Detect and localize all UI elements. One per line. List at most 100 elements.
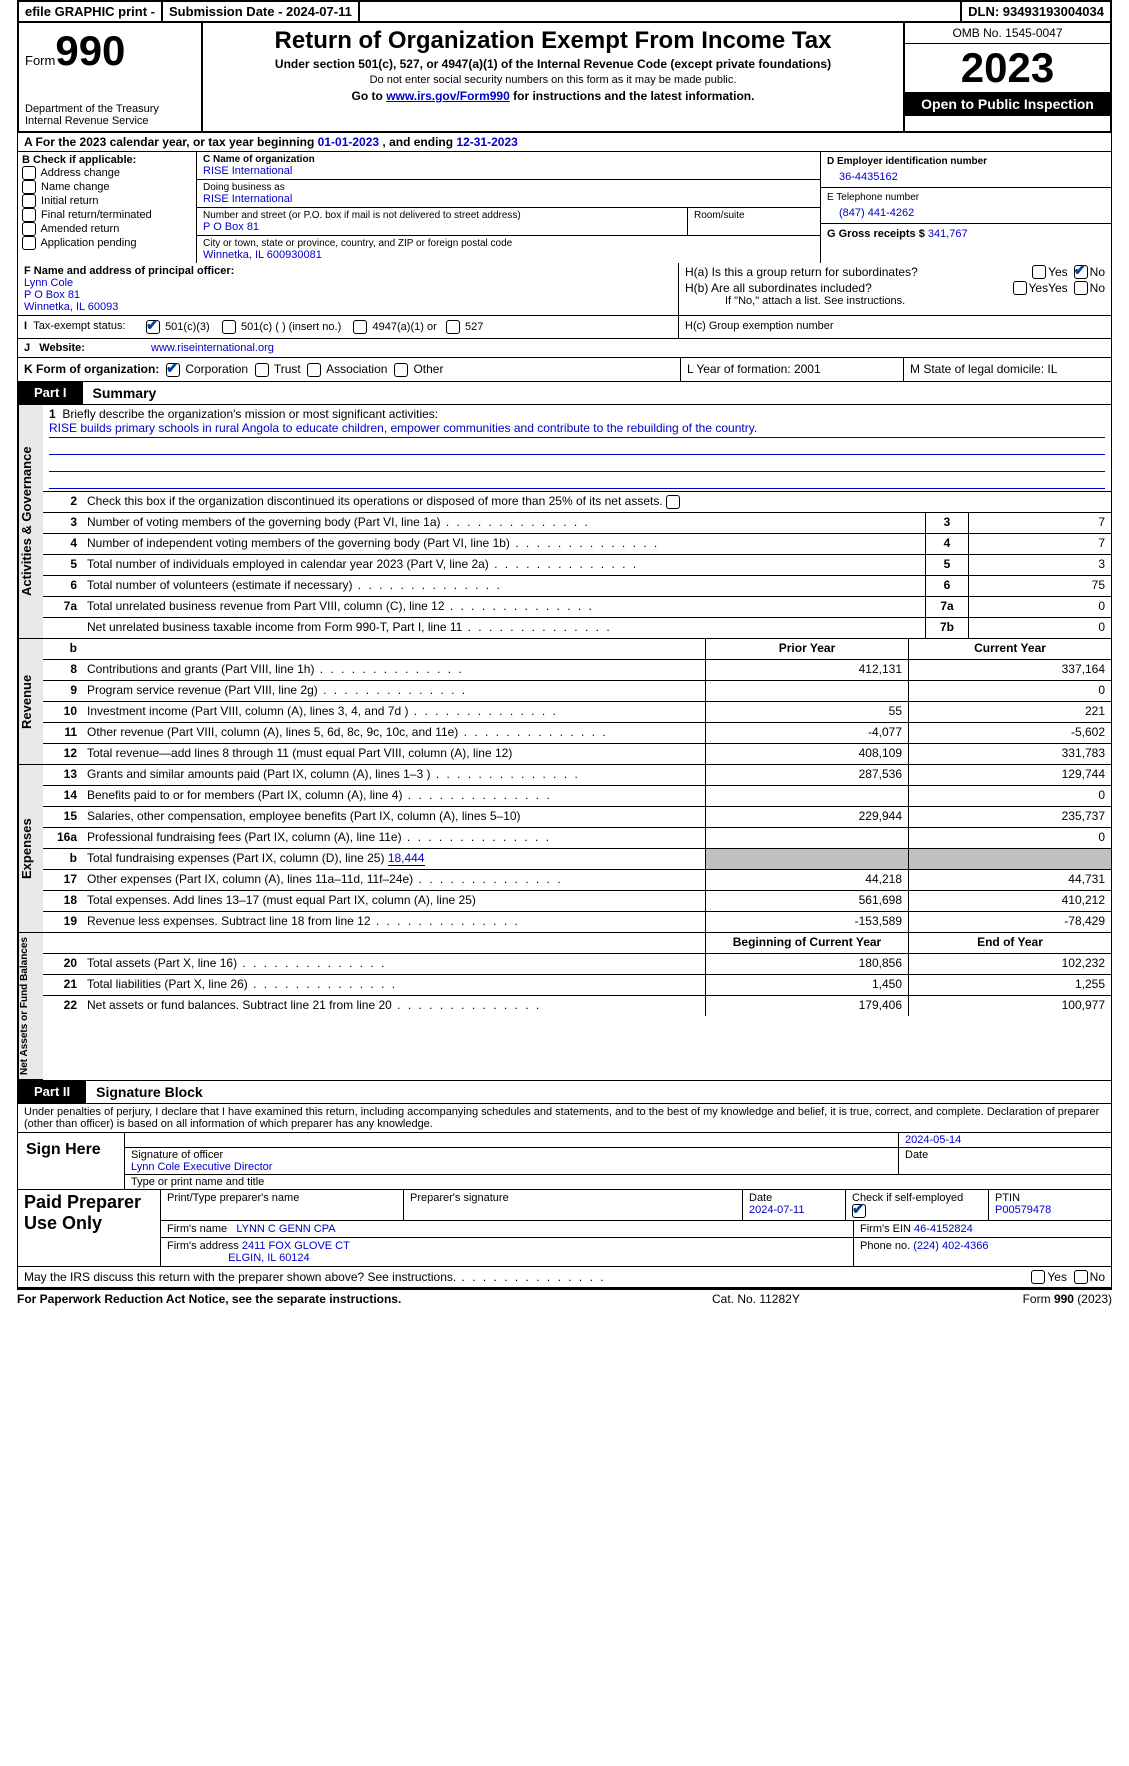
ha-no[interactable] [1074, 265, 1088, 279]
section-fh: F Name and address of principal officer:… [17, 263, 1112, 316]
l17-cy: 44,731 [908, 870, 1111, 890]
l13-py: 287,536 [705, 765, 908, 785]
l19-py: -153,589 [705, 912, 908, 932]
dba: RISE International [203, 193, 814, 205]
ein: 36-4435162 [827, 171, 1105, 183]
governance-section: Activities & Governance 1 Briefly descri… [17, 405, 1112, 639]
section-c: C Name of organization RISE Internationa… [197, 152, 820, 263]
l18-cy: 410,212 [908, 891, 1111, 911]
b-check-item: Initial return [22, 194, 192, 208]
note-link: Go to www.irs.gov/Form990 for instructio… [207, 89, 899, 103]
prep-date: 2024-07-11 [749, 1204, 804, 1216]
section-abcd: B Check if applicable: Address change Na… [17, 152, 1112, 263]
preparer-block: Paid Preparer Use Only Print/Type prepar… [17, 1190, 1112, 1267]
501c-check[interactable] [222, 320, 236, 334]
ptin: P00579478 [995, 1204, 1051, 1216]
l3-val: 7 [968, 513, 1111, 533]
website-row: J Website: www.riseinternational.org [17, 339, 1112, 358]
l11-py: -4,077 [705, 723, 908, 743]
ha-yes[interactable] [1032, 265, 1046, 279]
submission-date: Submission Date - 2024-07-11 [163, 2, 360, 21]
klm-row: K Form of organization: Corporation Trus… [17, 358, 1112, 382]
l16b-val: 18,444 [388, 851, 425, 866]
org-name: RISE International [203, 165, 814, 177]
firm-name: LYNN C GENN CPA [236, 1223, 335, 1235]
l17-py: 44,218 [705, 870, 908, 890]
l9-py [705, 681, 908, 701]
527-check[interactable] [446, 320, 460, 334]
l10-py: 55 [705, 702, 908, 722]
l10-cy: 221 [908, 702, 1111, 722]
irs-link[interactable]: www.irs.gov/Form990 [386, 89, 510, 103]
discuss-no[interactable] [1074, 1270, 1088, 1284]
trust-check[interactable] [255, 363, 269, 377]
form-header: Form990 Department of the Treasury Inter… [17, 23, 1112, 133]
b-check-item: Amended return [22, 222, 192, 236]
phone: (847) 441-4262 [827, 207, 1105, 219]
state-domicile: M State of legal domicile: IL [904, 358, 1111, 381]
section-b: B Check if applicable: Address change Na… [18, 152, 197, 263]
l5-val: 3 [968, 555, 1111, 575]
part1-header: Part I Summary [17, 382, 1112, 405]
501c3-check[interactable] [146, 320, 160, 334]
b-check-item: Application pending [22, 236, 192, 250]
b-check-item: Address change [22, 166, 192, 180]
revenue-section: Revenue bPrior YearCurrent Year 8Contrib… [17, 639, 1112, 765]
l14-cy: 0 [908, 786, 1111, 806]
assoc-check[interactable] [307, 363, 321, 377]
discuss-yes[interactable] [1031, 1270, 1045, 1284]
corp-check[interactable] [166, 363, 180, 377]
discontinued-check[interactable] [666, 495, 680, 509]
b-check-item: Name change [22, 180, 192, 194]
l9-cy: 0 [908, 681, 1111, 701]
l21-ey: 1,255 [908, 975, 1111, 995]
l15-cy: 235,737 [908, 807, 1111, 827]
l12-py: 408,109 [705, 744, 908, 764]
firm-addr: 2411 FOX GLOVE CT [242, 1240, 350, 1252]
section-deg: D Employer identification number 36-4435… [820, 152, 1111, 263]
city: Winnetka, IL 600930081 [203, 249, 814, 261]
title-main: Return of Organization Exempt From Incom… [207, 27, 899, 55]
netassets-section: Net Assets or Fund Balances Beginning of… [17, 933, 1112, 1081]
mission-text: RISE builds primary schools in rural Ang… [49, 421, 1105, 438]
l11-cy: -5,602 [908, 723, 1111, 743]
l7a-val: 0 [968, 597, 1111, 617]
footer: For Paperwork Reduction Act Notice, see … [17, 1288, 1112, 1308]
dln: DLN: 93493193004034 [962, 2, 1110, 21]
l16a-cy: 0 [908, 828, 1111, 848]
hb-yes[interactable] [1013, 281, 1027, 295]
b-check-item: Final return/terminated [22, 208, 192, 222]
firm-ein: 46-4152824 [914, 1223, 973, 1235]
l8-py: 412,131 [705, 660, 908, 680]
gross-receipts: 341,767 [928, 228, 968, 240]
street: P O Box 81 [203, 221, 681, 233]
sign-date: 2024-05-14 [905, 1134, 961, 1146]
form-number: 990 [55, 27, 125, 74]
period-row: A For the 2023 calendar year, or tax yea… [17, 133, 1112, 152]
l20-by: 180,856 [705, 954, 908, 974]
firm-phone: (224) 402-4366 [913, 1240, 988, 1252]
topbar: efile GRAPHIC print - Submission Date - … [17, 0, 1112, 23]
year-formation: L Year of formation: 2001 [681, 358, 904, 381]
hb-no[interactable] [1074, 281, 1088, 295]
discuss-row: May the IRS discuss this return with the… [17, 1267, 1112, 1288]
self-emp-check[interactable] [852, 1204, 866, 1218]
website: www.riseinternational.org [145, 339, 1111, 357]
part2-header: Part II Signature Block [17, 1081, 1112, 1104]
l18-py: 561,698 [705, 891, 908, 911]
l14-py [705, 786, 908, 806]
efile-label: efile GRAPHIC print - [19, 2, 163, 21]
4947-check[interactable] [353, 320, 367, 334]
omb: OMB No. 1545-0047 [905, 23, 1110, 44]
expenses-section: Expenses 13Grants and similar amounts pa… [17, 765, 1112, 933]
l8-cy: 337,164 [908, 660, 1111, 680]
l22-by: 179,406 [705, 996, 908, 1016]
declaration: Under penalties of perjury, I declare th… [17, 1104, 1112, 1133]
open-public: Open to Public Inspection [905, 92, 1110, 116]
form-label: Form [25, 53, 55, 68]
l16a-py [705, 828, 908, 848]
subtitle: Under section 501(c), 527, or 4947(a)(1)… [207, 57, 899, 71]
l19-cy: -78,429 [908, 912, 1111, 932]
sign-block: Sign Here 2024-05-14 Signature of office… [17, 1133, 1112, 1190]
other-check[interactable] [394, 363, 408, 377]
